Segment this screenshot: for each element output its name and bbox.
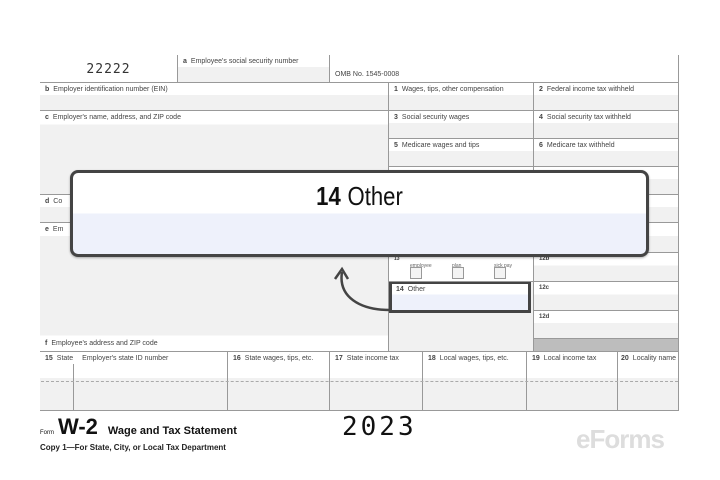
box-12b: 12b — [534, 253, 679, 282]
form-title: Form W-2 Wage and Tax Statement — [40, 414, 237, 440]
callout-label: Other — [347, 181, 403, 211]
arrow-icon — [333, 266, 391, 312]
box-a-ssn: a Employee's social security number — [178, 55, 330, 83]
callout-number: 14 — [316, 181, 341, 211]
box-1: 1 Wages, tips, other compensation — [389, 83, 534, 111]
box-6: 6 Medicare tax withheld — [534, 139, 679, 167]
box-14-highlight: 14 Other — [389, 282, 531, 313]
form-name: W-2 — [58, 414, 98, 439]
tax-year: 2023 — [342, 412, 417, 442]
third-party-sick-pay-checkbox[interactable] — [494, 267, 506, 279]
control-number-box: 22222 — [40, 55, 178, 83]
row-divider — [41, 381, 678, 382]
box-4: 4 Social security tax withheld — [534, 111, 679, 139]
omb-number: OMB No. 1545-0008 — [335, 71, 400, 78]
box-14-callout: 14 Other — [70, 170, 649, 257]
form-word: Form — [40, 430, 54, 436]
shaded-box — [534, 339, 679, 352]
box-13-statutory-label: employee — [410, 263, 432, 269]
copy-designation: Copy 1—For State, City, or Local Tax Dep… — [40, 443, 226, 452]
box-3: 3 Social security wages — [389, 111, 534, 139]
omb-box: OMB No. 1545-0008 — [330, 55, 679, 83]
form-subtitle: Wage and Tax Statement — [107, 425, 237, 437]
box-13-retirement-label: plan — [452, 263, 462, 269]
retirement-plan-checkbox[interactable] — [452, 267, 464, 279]
eforms-logo: eForms — [576, 424, 665, 454]
box-12d: 12d — [534, 311, 679, 339]
statutory-employee-checkbox[interactable] — [410, 267, 422, 279]
box-5: 5 Medicare wages and tips — [389, 139, 534, 167]
box-b-ein: b Employer identification number (EIN) — [40, 83, 389, 111]
box-12c: 12c — [534, 282, 679, 311]
box-13-sickpay-label: sick pay — [494, 263, 513, 269]
control-number: 22222 — [86, 62, 131, 77]
box-2: 2 Federal income tax withheld — [534, 83, 679, 111]
